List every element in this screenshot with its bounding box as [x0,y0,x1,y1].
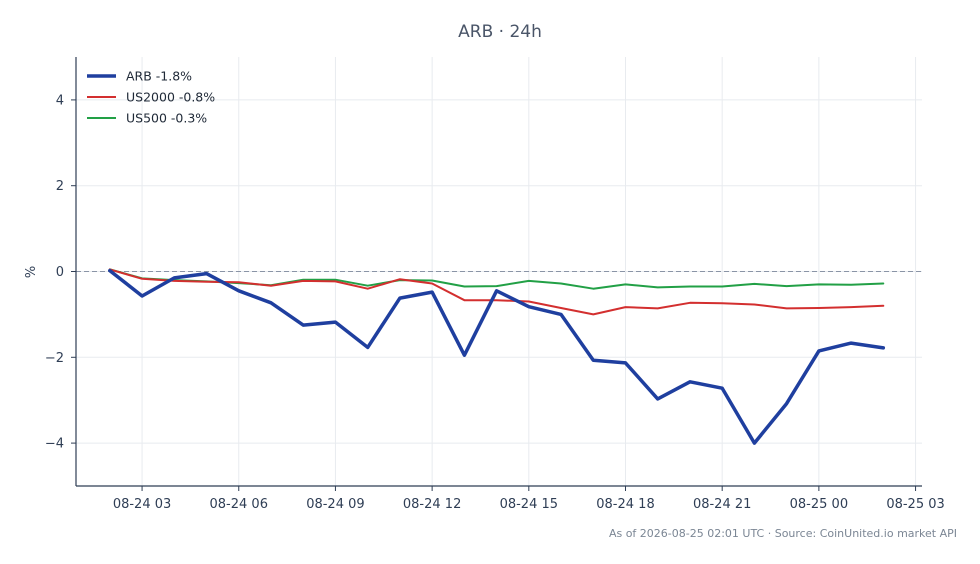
series-line [108,268,885,316]
series-lines [108,268,886,445]
y-axis-label: % [24,266,39,278]
x-tick-label: 08-24 09 [306,497,364,512]
x-tick-label: 08-25 00 [790,497,848,512]
y-tick-label: −4 [45,437,64,452]
y-tick-label: 2 [56,179,64,194]
legend-label: ARB -1.8% [126,69,192,84]
footer-caption: As of 2026-08-25 02:01 UTC · Source: Coi… [609,527,957,540]
legend: ARB -1.8% US2000 -0.8% US500 -0.3% [87,69,215,126]
y-tick-label: 4 [56,93,64,108]
x-tick-label: 08-24 21 [693,497,751,512]
x-axis-ticks: 08-24 03 08-24 06 08-24 09 08-24 12 08-24 15… [113,486,945,512]
legend-label: US500 -0.3% [126,111,207,126]
series-line [108,268,886,445]
chart-title: ARB · 24h [458,22,542,42]
y-tick-label: 0 [56,265,64,280]
x-tick-label: 08-25 03 [886,497,944,512]
x-tick-label: 08-24 15 [500,497,558,512]
x-tick-label: 08-24 18 [596,497,654,512]
y-tick-label: −2 [45,351,64,366]
x-tick-label: 08-24 12 [403,497,461,512]
legend-label: US2000 -0.8% [126,90,215,105]
y-axis-ticks: 4 2 0 −2 −4 [45,93,76,452]
x-tick-label: 08-24 03 [113,497,171,512]
x-tick-label: 08-24 06 [210,497,268,512]
